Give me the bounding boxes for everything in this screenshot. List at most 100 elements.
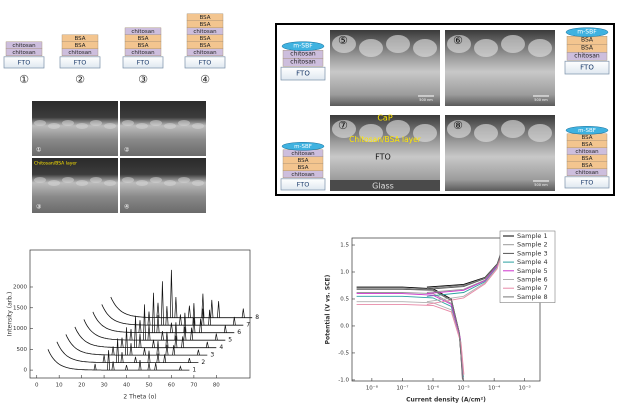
xrd-peak bbox=[156, 340, 160, 356]
layer-label: BSA bbox=[137, 36, 148, 42]
layer-label: FTO bbox=[137, 58, 150, 66]
legend-label: Sample 1 bbox=[517, 232, 548, 240]
sem-image bbox=[120, 101, 206, 156]
sem-grain bbox=[332, 35, 356, 53]
legend-box bbox=[499, 230, 556, 303]
xrd-peak bbox=[134, 315, 137, 348]
xrd-background bbox=[110, 296, 253, 319]
xrd-peak bbox=[151, 339, 155, 348]
legend-label: Sample 6 bbox=[517, 276, 548, 284]
sem-texture bbox=[178, 177, 190, 183]
sem-grain bbox=[528, 124, 552, 142]
sem-label: ④ bbox=[124, 204, 129, 211]
sem-grain bbox=[413, 39, 437, 57]
sem-grain bbox=[413, 124, 437, 142]
y-axis-label: Potential (V vs. SCE) bbox=[325, 274, 332, 344]
sem-grain bbox=[528, 39, 552, 57]
layer-label: chitosan bbox=[574, 53, 600, 60]
layer-label: chitosan bbox=[575, 170, 599, 176]
layer-label: BSA bbox=[199, 36, 210, 42]
curve bbox=[356, 252, 502, 375]
series-label: 8 bbox=[255, 314, 259, 321]
sem-texture bbox=[164, 123, 176, 129]
plot-frame bbox=[351, 237, 541, 382]
sem-texture bbox=[76, 180, 88, 186]
y-axis-label: Intensity (arb.) bbox=[7, 292, 14, 337]
y-tick-label: 0 bbox=[24, 368, 28, 374]
sem-texture bbox=[122, 120, 134, 126]
xrd-peak bbox=[165, 331, 169, 348]
layer-label: BSA bbox=[297, 165, 308, 171]
legend-label: Sample 2 bbox=[517, 241, 548, 249]
sem-annotation: CaP bbox=[377, 114, 392, 123]
layer-label: BSA bbox=[199, 22, 210, 28]
x-tick-label: 0 bbox=[35, 383, 39, 389]
sem-grain bbox=[474, 124, 498, 142]
xrd-peak bbox=[147, 324, 151, 341]
xrd-background bbox=[92, 311, 235, 334]
layer-label: m-SBF bbox=[577, 29, 597, 36]
curve bbox=[356, 245, 504, 380]
xrd-peak bbox=[151, 292, 155, 333]
sem-texture bbox=[62, 177, 74, 183]
sem-grain bbox=[386, 35, 410, 53]
scale-bar-label: 500 nm bbox=[534, 98, 548, 102]
stack-number: ② bbox=[75, 73, 85, 86]
layer-label: chitosan bbox=[291, 151, 315, 157]
curve bbox=[356, 244, 505, 379]
layer-label: BSA bbox=[297, 158, 308, 164]
series-label: 1 bbox=[192, 367, 196, 374]
layer-label: chitosan bbox=[12, 43, 36, 49]
y-tick-label: 1500 bbox=[13, 305, 27, 311]
xrd-peak bbox=[190, 327, 194, 341]
series-label: 5 bbox=[228, 337, 232, 344]
sem-grain bbox=[359, 39, 383, 57]
xrd-peak bbox=[116, 338, 120, 363]
layer-label: chitosan bbox=[193, 50, 217, 56]
xrd-background bbox=[47, 349, 190, 371]
sem-grain bbox=[447, 35, 471, 53]
layer-label: FTO bbox=[297, 180, 310, 188]
curve bbox=[356, 250, 503, 378]
xrd-peak bbox=[174, 322, 178, 341]
xrd-peak bbox=[169, 269, 173, 318]
layer-label: FTO bbox=[199, 58, 212, 66]
legend-label: Sample 7 bbox=[517, 284, 548, 292]
layer-label: chitosan bbox=[291, 172, 315, 178]
sem-label: ⑥ bbox=[453, 34, 463, 47]
layer-label: FTO bbox=[581, 178, 594, 186]
layer-label: chitosan bbox=[68, 50, 92, 56]
x-tick-label: 80 bbox=[213, 383, 220, 389]
substrate-layer bbox=[280, 178, 326, 191]
sem-texture bbox=[164, 180, 176, 186]
xrd-peak bbox=[138, 320, 142, 333]
sem-texture bbox=[34, 120, 46, 126]
xrd-peak bbox=[156, 302, 160, 318]
layer bbox=[124, 27, 162, 35]
x-tick-label: 10⁻³ bbox=[519, 385, 531, 392]
sem-texture bbox=[104, 123, 116, 129]
series-label: 2 bbox=[201, 359, 205, 366]
substrate-layer bbox=[122, 56, 164, 69]
xrd-peak bbox=[93, 363, 97, 371]
xrd-peak bbox=[174, 335, 178, 348]
xrd-peak bbox=[232, 316, 236, 326]
curve bbox=[356, 251, 503, 376]
sem-grain bbox=[386, 120, 410, 138]
sem-grain bbox=[359, 124, 383, 142]
xrd-peak bbox=[183, 326, 187, 341]
xrd-peak bbox=[217, 301, 221, 318]
y-tick-label: 0.0 bbox=[340, 323, 349, 329]
layer-label: chitosan bbox=[290, 51, 316, 58]
curve bbox=[356, 248, 504, 379]
curve bbox=[356, 249, 504, 380]
y-tick-label: 1.5 bbox=[340, 243, 349, 249]
xrd-peak bbox=[147, 311, 151, 326]
sem-texture bbox=[192, 180, 204, 186]
sem-grain bbox=[474, 39, 498, 57]
xrd-peak bbox=[134, 356, 137, 363]
layer-label: m-SBF bbox=[294, 144, 312, 150]
xrd-peak bbox=[160, 330, 164, 341]
xrd-peak bbox=[154, 362, 158, 371]
legend-label: Sample 4 bbox=[517, 258, 548, 266]
